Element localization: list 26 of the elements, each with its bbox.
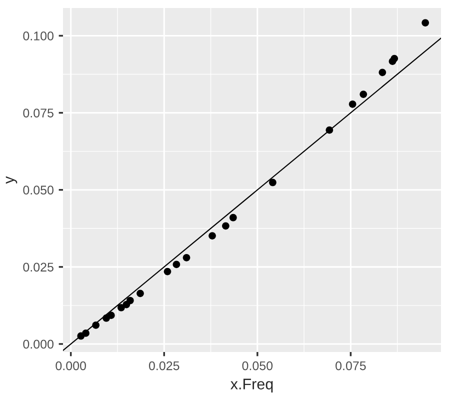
- x-axis-title: x.Freq: [230, 378, 273, 392]
- point: [269, 178, 276, 186]
- y-axis-title: y: [6, 176, 18, 184]
- point: [182, 254, 190, 262]
- point: [136, 290, 144, 298]
- y-tick-label: 0.100: [23, 32, 54, 40]
- point: [422, 19, 429, 26]
- point: [390, 54, 398, 62]
- y-tick-label: 0.025: [23, 262, 54, 272]
- point: [360, 90, 368, 98]
- point: [126, 296, 134, 304]
- point: [229, 214, 237, 222]
- x-tick-label: 0.075: [336, 361, 366, 370]
- point: [208, 232, 216, 240]
- x-tick-label: 0.050: [242, 361, 273, 370]
- x-tick-label: 0.025: [148, 361, 180, 370]
- point: [348, 100, 356, 108]
- y-tick-label: 0.075: [23, 108, 54, 118]
- y-tick-label: 0.050: [23, 186, 54, 195]
- y-tick-label: 0.000: [23, 340, 54, 349]
- point: [222, 222, 230, 230]
- point: [172, 260, 180, 268]
- point: [378, 68, 386, 76]
- x-tick-label: 0.000: [56, 361, 86, 370]
- point: [164, 268, 172, 276]
- point: [107, 312, 115, 319]
